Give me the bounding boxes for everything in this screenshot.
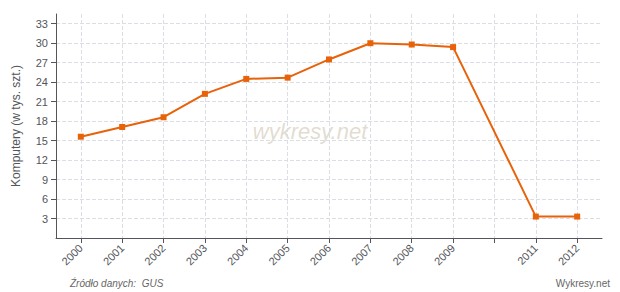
svg-text:2011: 2011 [515,242,540,267]
svg-text:2005: 2005 [266,242,292,268]
svg-text:15: 15 [36,135,48,147]
svg-text:21: 21 [36,96,48,108]
svg-text:Źródło danych: GUS: Źródło danych: GUS [69,277,164,289]
svg-text:2004: 2004 [225,242,251,268]
svg-text:2007: 2007 [349,242,375,268]
svg-text:2001: 2001 [101,242,127,268]
svg-text:2009: 2009 [432,242,458,268]
svg-text:2000: 2000 [59,242,85,268]
svg-text:24: 24 [36,76,48,88]
svg-text:2012: 2012 [556,242,582,268]
svg-text:Komputery (w tys. szt.): Komputery (w tys. szt.) [9,65,23,187]
svg-text:18: 18 [36,115,48,127]
svg-text:27: 27 [36,57,48,69]
svg-text:wykresy.net: wykresy.net [253,119,368,144]
svg-text:2003: 2003 [183,242,209,268]
svg-text:30: 30 [36,37,48,49]
svg-text:6: 6 [42,193,48,205]
svg-text:9: 9 [42,174,48,186]
svg-text:Wykresy.net: Wykresy.net [556,278,610,289]
svg-text:2002: 2002 [142,242,168,268]
svg-text:2006: 2006 [307,242,333,268]
svg-text:12: 12 [36,154,48,166]
svg-text:3: 3 [42,213,48,225]
svg-text:33: 33 [36,18,48,30]
svg-text:2008: 2008 [390,242,416,268]
